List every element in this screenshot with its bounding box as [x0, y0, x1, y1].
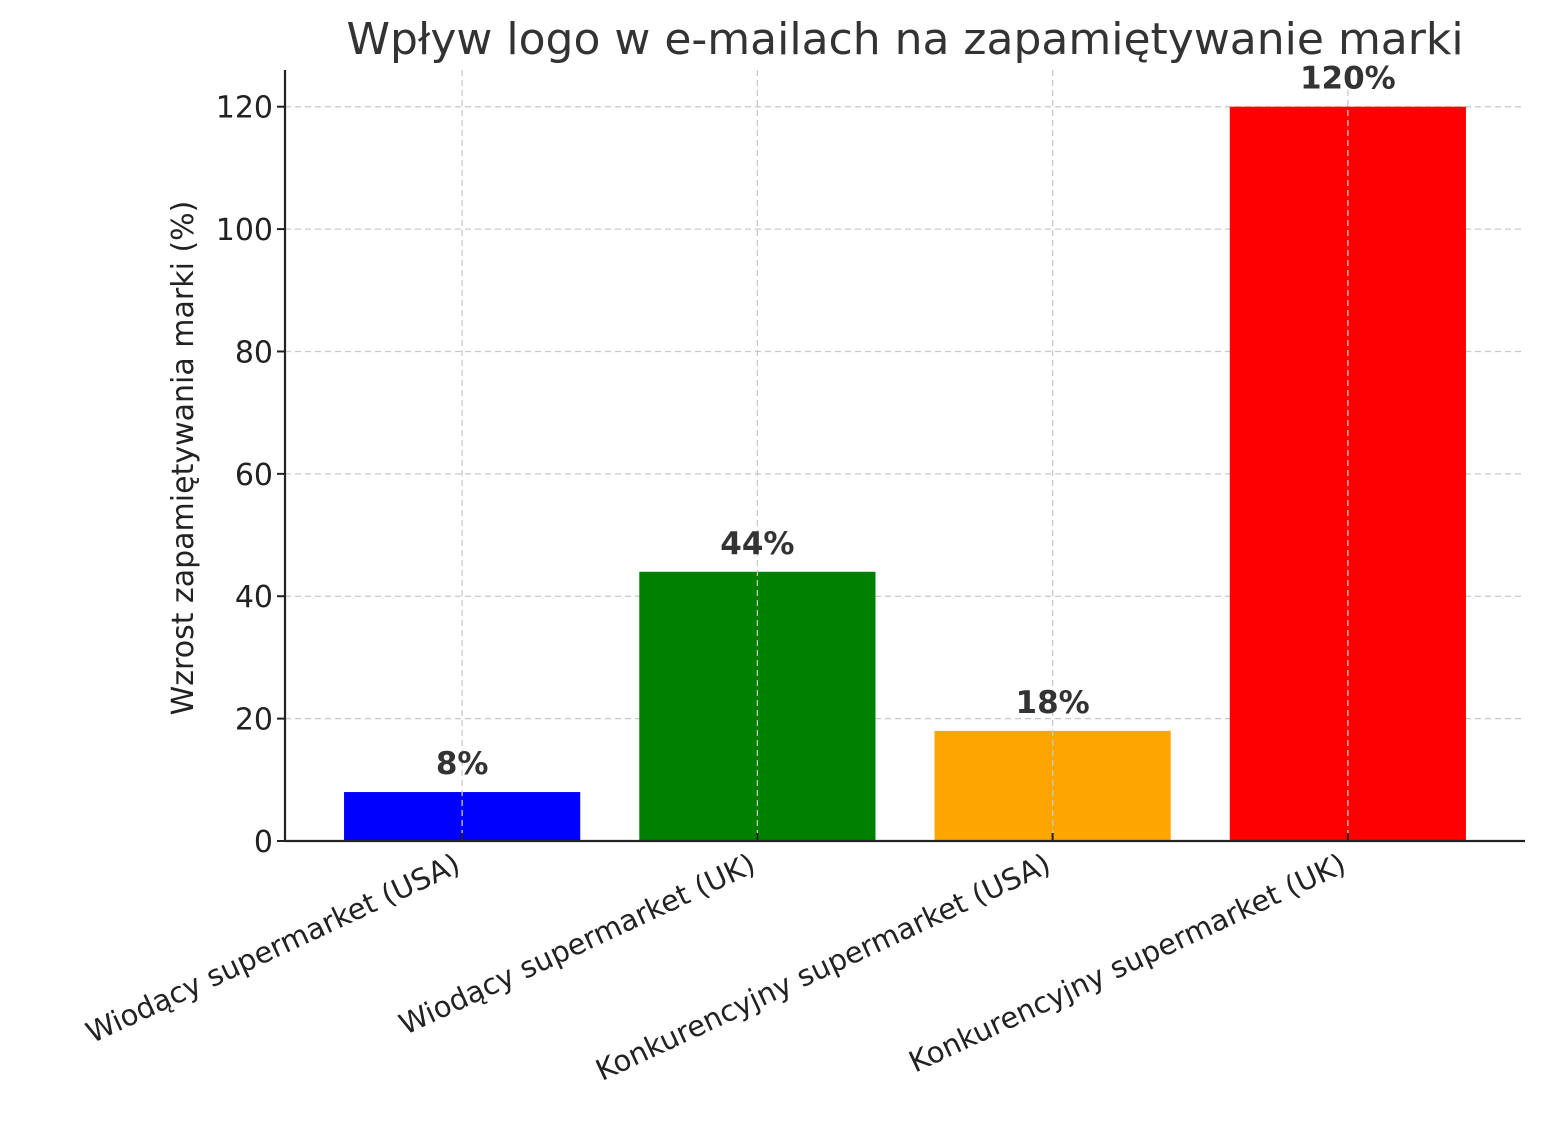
- chart-title: Wpływ logo w e-mailach na zapamiętywanie…: [346, 14, 1463, 65]
- y-axis-label: Wzrost zapamiętywania marki (%): [166, 201, 201, 716]
- x-tick-label: Konkurencyjny supermarket (USA): [590, 847, 1055, 1088]
- y-tick-label: 40: [235, 580, 273, 615]
- data-label: 44%: [720, 526, 794, 562]
- data-label: 120%: [1300, 61, 1396, 97]
- y-tick-label: 0: [254, 825, 273, 860]
- y-tick-label: 120: [216, 91, 273, 126]
- y-tick-label: 100: [216, 213, 273, 248]
- axes-layer: [277, 70, 1525, 843]
- data-label: 18%: [1016, 685, 1090, 721]
- y-tick-label: 60: [235, 458, 273, 493]
- bar: [639, 571, 876, 841]
- vertical-grid-layer: [461, 70, 1349, 841]
- data-label: 8%: [436, 746, 489, 782]
- y-tick-label: 80: [235, 335, 273, 370]
- y-tick-label: 20: [235, 703, 273, 738]
